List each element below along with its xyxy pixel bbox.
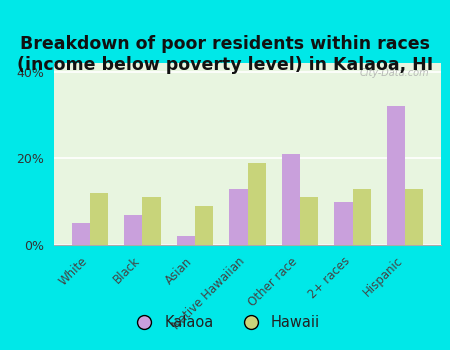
Bar	[387, 106, 405, 245]
Bar	[334, 202, 352, 245]
Bar	[195, 206, 213, 245]
Bar	[405, 189, 423, 245]
Legend: Kalaoa, Hawaii: Kalaoa, Hawaii	[124, 309, 326, 336]
Text: City-Data.com: City-Data.com	[360, 69, 429, 78]
Text: Breakdown of poor residents within races
(income below poverty level) in Kalaoa,: Breakdown of poor residents within races…	[17, 35, 433, 74]
Bar	[248, 163, 266, 245]
Bar	[143, 197, 161, 245]
Bar	[72, 223, 90, 245]
Bar	[282, 154, 300, 245]
Bar	[229, 189, 248, 245]
Bar	[352, 189, 371, 245]
Bar	[90, 193, 108, 245]
Bar	[176, 236, 195, 245]
Bar	[124, 215, 143, 245]
Bar	[300, 197, 319, 245]
